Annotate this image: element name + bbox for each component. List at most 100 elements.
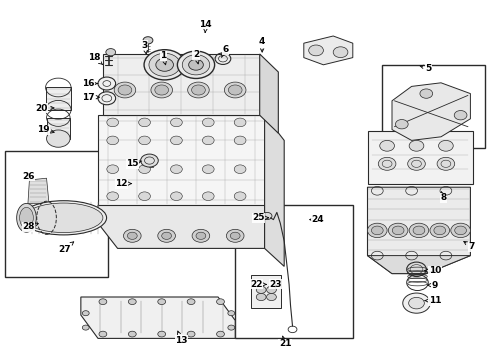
Circle shape [99, 331, 107, 337]
Circle shape [106, 49, 116, 56]
Circle shape [368, 223, 387, 238]
Circle shape [196, 232, 206, 239]
Text: 17: 17 [82, 93, 99, 102]
Bar [46, 87, 71, 110]
Text: 22: 22 [250, 280, 266, 289]
Circle shape [202, 192, 214, 201]
Circle shape [171, 165, 182, 174]
Ellipse shape [20, 207, 33, 228]
Circle shape [420, 89, 433, 98]
Circle shape [123, 229, 141, 242]
Polygon shape [392, 83, 470, 140]
Circle shape [158, 229, 175, 242]
Circle shape [256, 286, 266, 293]
Text: 19: 19 [37, 125, 54, 134]
Circle shape [107, 165, 119, 174]
Circle shape [171, 136, 182, 145]
Text: 28: 28 [22, 222, 38, 231]
Circle shape [192, 85, 205, 95]
Text: 10: 10 [425, 266, 441, 275]
Circle shape [158, 299, 166, 305]
Text: 25: 25 [252, 213, 269, 222]
Polygon shape [103, 54, 260, 115]
Circle shape [413, 226, 425, 235]
Circle shape [380, 140, 394, 151]
Circle shape [256, 293, 266, 301]
Text: 8: 8 [441, 192, 446, 202]
Text: 1: 1 [160, 51, 166, 65]
Circle shape [217, 331, 224, 337]
Circle shape [141, 154, 158, 167]
Polygon shape [28, 178, 49, 203]
Circle shape [228, 325, 235, 330]
Circle shape [149, 53, 180, 76]
Circle shape [228, 311, 235, 316]
Circle shape [437, 157, 455, 170]
Circle shape [267, 286, 276, 293]
Circle shape [182, 55, 210, 75]
Circle shape [454, 111, 467, 120]
Circle shape [224, 82, 246, 98]
Circle shape [139, 136, 150, 145]
Circle shape [139, 192, 150, 201]
Text: 5: 5 [420, 64, 432, 73]
Text: 26: 26 [22, 172, 35, 181]
Text: 27: 27 [58, 242, 74, 253]
Circle shape [158, 331, 166, 337]
Circle shape [82, 311, 89, 316]
Text: 16: 16 [82, 79, 98, 88]
Circle shape [189, 59, 203, 70]
Circle shape [309, 45, 323, 56]
Ellipse shape [24, 203, 103, 233]
Circle shape [162, 232, 172, 239]
Text: 12: 12 [115, 179, 131, 188]
Circle shape [226, 229, 244, 242]
Text: 23: 23 [270, 280, 282, 289]
Circle shape [202, 118, 214, 127]
Polygon shape [98, 115, 265, 205]
Circle shape [333, 47, 348, 58]
Text: 6: 6 [221, 45, 228, 57]
Text: 3: 3 [142, 40, 147, 54]
Ellipse shape [17, 203, 36, 232]
Circle shape [234, 136, 246, 145]
Circle shape [395, 120, 408, 129]
Circle shape [118, 85, 132, 95]
Circle shape [114, 82, 136, 98]
Circle shape [128, 299, 136, 305]
Circle shape [139, 165, 150, 174]
Circle shape [228, 85, 242, 95]
Bar [47, 118, 70, 139]
Circle shape [430, 223, 450, 238]
Circle shape [98, 92, 116, 105]
Circle shape [127, 232, 137, 239]
Circle shape [234, 192, 246, 201]
Circle shape [371, 226, 383, 235]
Circle shape [143, 37, 153, 44]
Bar [251, 275, 281, 308]
Text: 13: 13 [175, 331, 188, 345]
Text: 21: 21 [279, 336, 292, 348]
Bar [235, 205, 353, 338]
Circle shape [392, 226, 404, 235]
Circle shape [107, 192, 119, 201]
Circle shape [439, 140, 453, 151]
Circle shape [107, 118, 119, 127]
Circle shape [128, 331, 136, 337]
Polygon shape [368, 187, 470, 274]
Circle shape [171, 192, 182, 201]
Circle shape [171, 118, 182, 127]
Circle shape [230, 232, 240, 239]
Bar [5, 151, 108, 277]
Text: 9: 9 [428, 281, 439, 289]
Circle shape [177, 51, 215, 78]
Text: 20: 20 [35, 104, 54, 112]
Circle shape [451, 223, 470, 238]
Circle shape [98, 77, 116, 90]
Text: 18: 18 [88, 53, 102, 64]
Circle shape [144, 50, 185, 80]
Circle shape [409, 140, 424, 151]
Polygon shape [304, 36, 353, 65]
Bar [368, 131, 473, 184]
Circle shape [99, 299, 107, 305]
